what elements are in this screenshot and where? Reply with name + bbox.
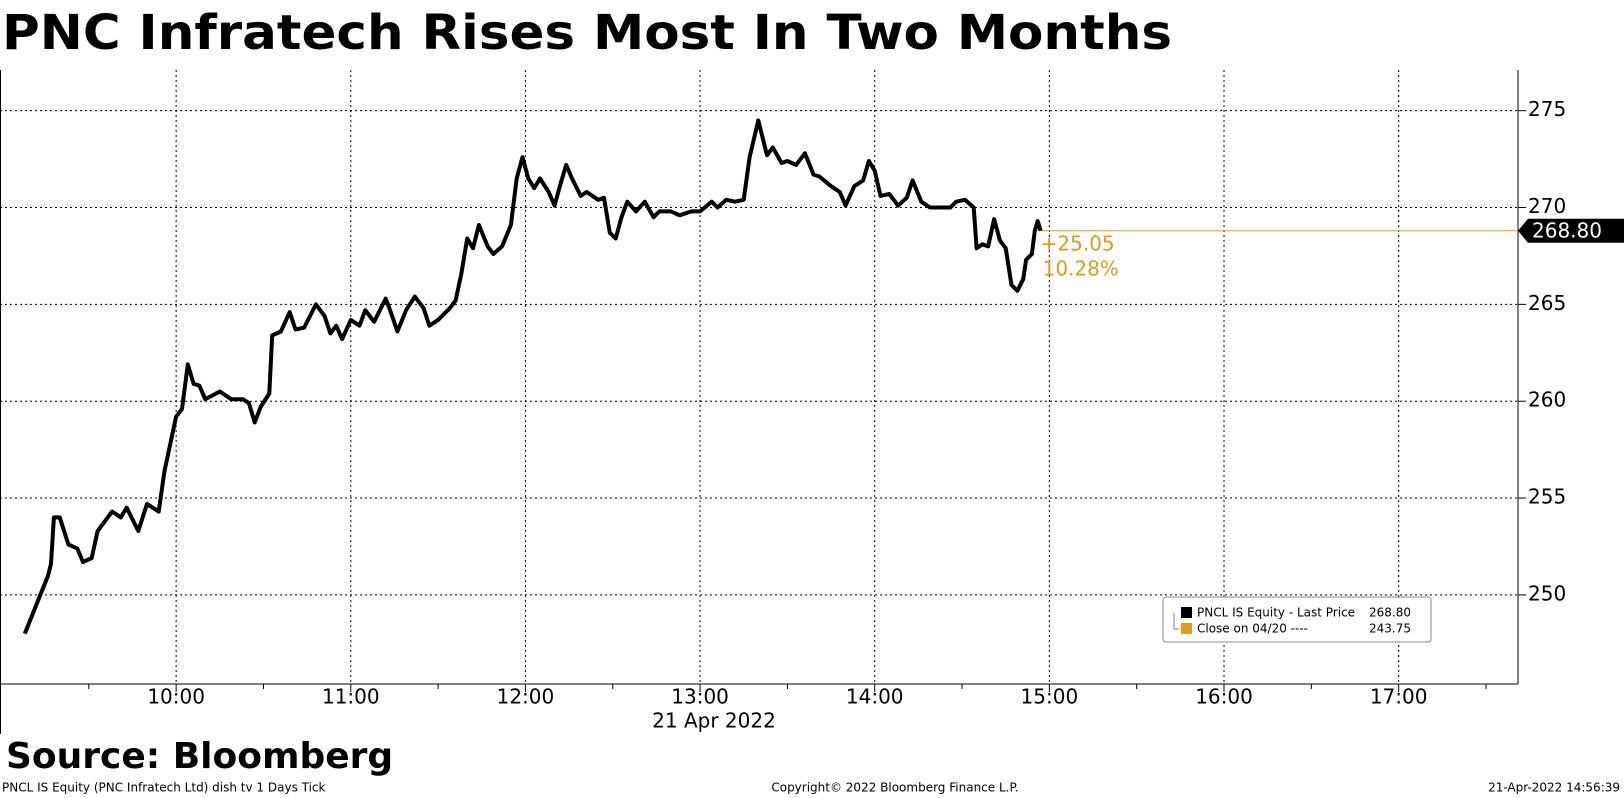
x-tick-label: 14:00 (846, 685, 904, 709)
y-tick-label: 260 (1528, 388, 1566, 412)
x-axis-label: 21 Apr 2022 (652, 709, 776, 733)
legend-value: 243.75 (1369, 622, 1411, 636)
last-price-label: 268.80 (1532, 218, 1602, 242)
x-tick-label: 13:00 (671, 685, 729, 709)
y-tick-label: 265 (1528, 291, 1566, 315)
x-tick-label: 11:00 (322, 685, 380, 709)
legend-label: PNCL IS Equity - Last Price (1197, 606, 1355, 620)
price-line (22, 118, 1043, 635)
legend-box (1162, 596, 1432, 643)
y-tick-label: 250 (1528, 581, 1566, 605)
change-label: +25.05 (1041, 231, 1115, 255)
legend-swatch (1181, 623, 1192, 634)
footer-right: 21-Apr-2022 14:56:39 (1488, 781, 1620, 795)
last-price-box (1518, 218, 1624, 243)
y-tick-label: 275 (1528, 97, 1566, 121)
legend: PNCL IS Equity - Last Price 268.80 Close o… (1162, 596, 1432, 643)
legend-value: 268.80 (1369, 606, 1411, 620)
footer-left: PNCL IS Equity (PNC Infratech Ltd) dish … (2, 781, 326, 795)
x-tick-label: 15:00 (1021, 685, 1079, 709)
x-tick-label: 16:00 (1195, 685, 1253, 709)
legend-label: Close on 04/20 ---- (1197, 622, 1308, 636)
y-tick-label: 270 (1528, 194, 1566, 218)
y-tick-label: 255 (1528, 485, 1566, 509)
x-tick-label: 17:00 (1370, 685, 1428, 709)
footer-center: Copyright© 2022 Bloomberg Finance L.P. (771, 781, 1018, 795)
chart-title: PNC Infratech Rises Most In Two Months (2, 5, 1172, 61)
source: Source: Bloomberg (6, 736, 393, 777)
legend-tree (1173, 613, 1179, 630)
legend-swatch (1181, 607, 1192, 618)
x-tick-label: 12:00 (497, 685, 555, 709)
change-pct-label: 10.28% (1043, 256, 1119, 280)
x-tick-label: 10:00 (147, 685, 205, 709)
